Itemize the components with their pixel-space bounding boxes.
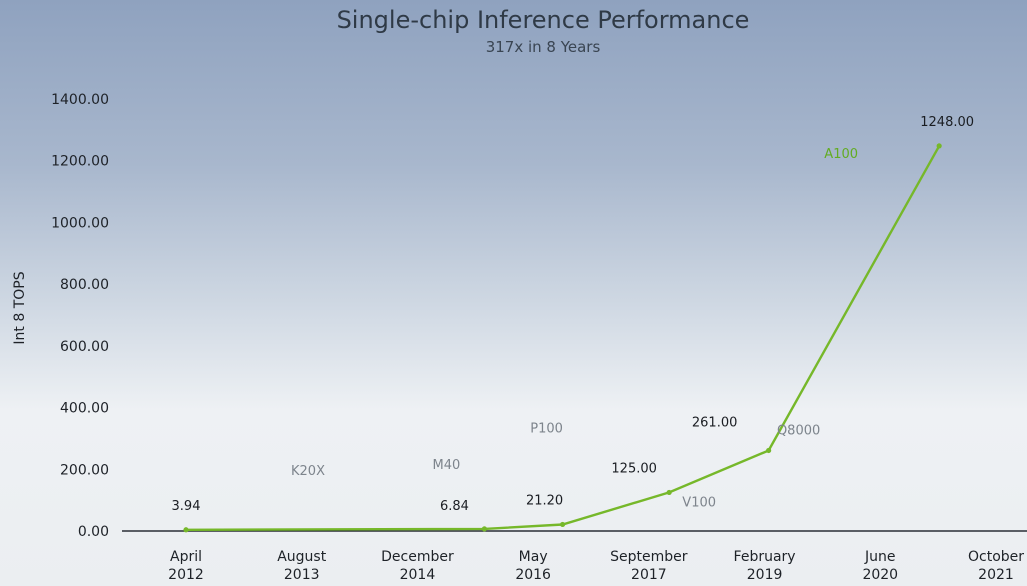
x-tick-label: February 2019 [734, 549, 796, 583]
data-label: 3.94 [172, 499, 201, 514]
x-tick-label: June 2020 [862, 549, 898, 583]
chip-label: K20X [291, 464, 325, 479]
chip-label: M40 [433, 458, 461, 473]
data-label: 21.20 [526, 493, 563, 508]
series-line [185, 145, 941, 531]
y-tick-label: 800.00 [60, 277, 109, 293]
x-tick-label: April 2012 [168, 549, 204, 583]
y-axis-label: Int 8 TOPS [12, 271, 28, 344]
data-point [559, 521, 566, 528]
chip-label: Q8000 [777, 423, 820, 438]
data-point [666, 489, 672, 496]
y-axis: 0.00 200.00 400.00 600.00 800.00 1000.00 1200.… [51, 92, 109, 540]
chip-label: A100 [824, 147, 858, 162]
data-point [481, 526, 488, 532]
y-tick-label: 1200.00 [51, 154, 109, 170]
y-tick-label: 0.00 [78, 524, 109, 540]
chip-label: V100 [682, 495, 716, 510]
chart-title: Single-chip Inference Performance [337, 6, 750, 34]
y-tick-label: 1400.00 [51, 92, 109, 108]
data-point [766, 447, 772, 454]
x-tick-label: May 2016 [515, 549, 551, 583]
chip-label: P100 [530, 421, 563, 436]
data-label: 1248.00 [920, 115, 974, 130]
y-tick-label: 1000.00 [51, 215, 109, 231]
data-point [936, 143, 942, 149]
x-tick-label: September 2017 [610, 549, 688, 583]
data-label: 6.84 [440, 499, 469, 514]
x-tick-label: August 2013 [277, 549, 327, 583]
x-tick-label: December 2014 [381, 549, 454, 583]
y-tick-label: 600.00 [60, 339, 109, 355]
chart-subtitle: 317x in 8 Years [486, 38, 601, 56]
data-point [183, 527, 189, 533]
y-tick-label: 200.00 [60, 462, 109, 478]
data-label: 125.00 [611, 461, 657, 476]
series-markers [183, 143, 942, 533]
y-tick-label: 400.00 [60, 401, 109, 417]
x-axis: April 2012 August 2013 December 2014 May 2016 Se… [168, 549, 1024, 583]
x-tick-label: October 2021 [968, 549, 1024, 583]
value-labels: 3.94 6.84 21.20 125.00 261.00 1248.00 [172, 115, 975, 514]
chip-labels: M40 P100 V100 Q8000 A100 K20X [291, 147, 858, 511]
data-label: 261.00 [692, 415, 738, 430]
